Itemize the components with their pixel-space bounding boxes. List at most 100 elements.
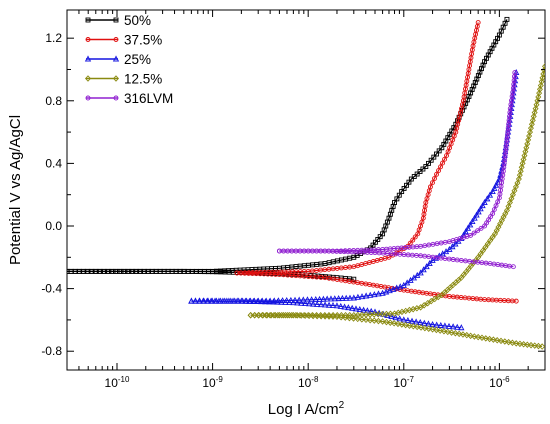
data-point [414,171,420,177]
data-point [384,311,391,318]
data-point [278,311,285,319]
data-point [343,294,350,301]
data-point [255,311,262,319]
data-point [358,293,366,300]
data-point [301,311,308,319]
data-point [356,306,363,313]
data-point [490,211,496,216]
legend-label: 50% [124,13,151,28]
y-tick-label: -0.4 [41,282,62,296]
data-point [367,316,374,324]
data-point [392,314,399,321]
data-point [239,297,246,304]
data-point [390,252,396,258]
data-point [192,297,199,304]
data-point [530,113,537,120]
data-point [188,297,195,304]
data-point [479,202,486,209]
data-point [294,312,301,319]
data-point [482,243,489,251]
data-point [494,336,501,344]
legend-label: 316LVM [124,91,173,106]
data-point [448,141,454,147]
data-point [358,311,365,319]
data-point [535,93,542,101]
data-point [441,322,449,329]
data-point [489,187,496,195]
y-tick-label: 0.4 [45,156,62,170]
data-point [350,315,357,322]
data-point [417,269,424,276]
data-point [421,319,428,326]
data-point [383,318,390,326]
data-point [338,311,345,319]
data-point [531,109,538,116]
data-point [349,304,356,311]
data-point [271,297,278,304]
data-point [251,311,258,319]
data-point [402,321,409,329]
data-point [346,311,353,319]
data-point [408,176,414,182]
data-point [335,295,342,302]
data-point [255,297,262,304]
data-point [454,323,461,330]
data-point [264,311,271,319]
data-point [272,311,279,319]
data-point [421,302,428,309]
data-point [280,311,287,319]
data-point [428,157,434,163]
data-point [469,217,476,225]
data-point [452,329,459,337]
data-point [527,128,534,136]
data-point [371,311,378,318]
data-point [350,294,357,301]
data-point [296,296,303,303]
data-point [354,293,362,300]
data-point [540,70,545,78]
data-point [362,316,370,324]
data-point [350,311,357,319]
data-point [520,341,527,348]
legend-marker [84,75,92,82]
data-point [437,321,444,328]
data-point [286,311,293,319]
data-point [404,317,412,324]
data-point [423,164,429,169]
legend-item: 25% [84,52,151,67]
y-tick-label: 0.0 [45,219,62,233]
data-point [536,89,543,97]
data-point [458,324,465,331]
data-point [475,228,481,234]
data-point [497,171,504,178]
data-point [481,198,488,205]
x-tick-label: 10-8 [298,375,319,390]
data-point [296,311,303,319]
data-point [317,301,325,308]
series-316LVM [276,70,518,270]
data-point [513,340,520,347]
data-point [408,317,416,324]
data-point [379,310,386,318]
data-point [475,208,482,215]
data-point [320,295,327,302]
data-point [463,331,470,339]
data-point [418,324,425,331]
data-point [247,311,254,319]
legend-label: 25% [124,52,151,67]
data-point [510,264,516,270]
data-point [313,311,320,319]
y-axis-title: Potential V vs Ag/AgCl [7,115,24,265]
data-point [276,311,283,319]
data-point [314,300,321,307]
data-point [505,338,512,346]
data-point [438,164,443,170]
data-point [334,311,341,319]
data-point [259,311,266,319]
data-point [538,78,545,85]
data-point [274,311,281,319]
legend-marker [85,17,91,23]
data-point [426,259,433,267]
data-point [400,316,407,323]
data-point [423,263,430,270]
